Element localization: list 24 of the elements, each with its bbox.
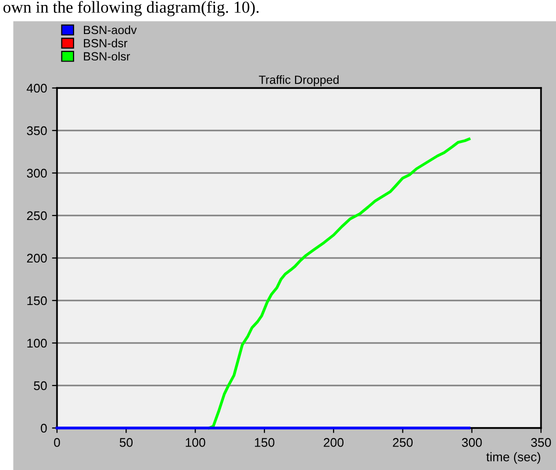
legend-label: BSN-aodv — [84, 25, 137, 34]
y-tick-label: 150 — [27, 296, 47, 306]
legend-label: BSN-dsr — [84, 38, 128, 48]
text: own in the following diagram(fig. 10). — [3, 0, 259, 16]
y-tick-label: 350 — [26, 126, 47, 136]
x-tick-label: 350 — [531, 438, 551, 447]
y-tick-label: 100 — [27, 338, 47, 348]
chart-title: Traffic Dropped — [258, 75, 339, 86]
y-tick-label: 200 — [27, 254, 47, 263]
y-tick-label: 0 — [40, 424, 47, 433]
x-tick-label: 250 — [392, 438, 413, 447]
line-series — [208, 138, 470, 430]
y-tick-label: 400 — [26, 84, 47, 93]
y-tick-label: 50 — [34, 381, 47, 390]
x-tick-label: 50 — [120, 438, 133, 447]
y-tick-label: 300 — [26, 168, 47, 178]
x-tick-label: 300 — [462, 438, 482, 447]
x-tick-label: 0 — [54, 438, 60, 447]
y-tick-label: 250 — [27, 211, 47, 220]
x-tick-label: 200 — [324, 438, 344, 447]
legend-label: BSN-olsr — [84, 52, 130, 61]
x-tick-label: 150 — [254, 438, 274, 447]
x-axis-title: time (sec) — [486, 452, 540, 464]
x-tick-label: 100 — [186, 438, 206, 447]
